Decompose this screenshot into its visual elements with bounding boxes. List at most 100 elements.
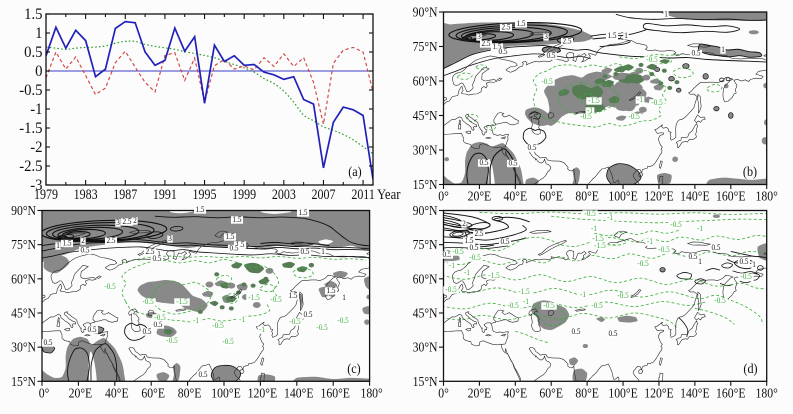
svg-text:3: 3: [168, 234, 172, 243]
svg-text:-1: -1: [607, 213, 613, 222]
svg-text:1.5: 1.5: [607, 31, 616, 40]
svg-text:1.5: 1.5: [235, 240, 244, 249]
svg-text:-0.5: -0.5: [337, 316, 349, 325]
svg-text:-0.5: -0.5: [658, 245, 670, 254]
svg-text:2.5: 2.5: [501, 22, 510, 31]
svg-text:60°N: 60°N: [413, 270, 439, 286]
svg-text:1.5: 1.5: [326, 286, 335, 295]
svg-text:60°N: 60°N: [413, 73, 439, 89]
svg-text:15°N: 15°N: [413, 176, 439, 192]
svg-text:1979: 1979: [34, 186, 58, 203]
svg-text:0.5: 0.5: [198, 370, 207, 379]
svg-text:30°N: 30°N: [413, 339, 439, 355]
svg-text:1: 1: [624, 31, 628, 40]
svg-text:-1: -1: [449, 261, 455, 270]
svg-text:0.5: 0.5: [229, 243, 238, 252]
svg-text:(d): (d): [743, 361, 757, 376]
svg-text:0.5: 0.5: [527, 143, 536, 152]
svg-text:0.5: 0.5: [500, 237, 509, 246]
svg-text:-1.5: -1.5: [518, 287, 530, 296]
svg-text:0.5: 0.5: [608, 329, 617, 338]
svg-text:-0.5: -0.5: [452, 247, 464, 256]
svg-text:0.5: 0.5: [469, 243, 478, 252]
svg-text:20°E: 20°E: [468, 188, 492, 204]
svg-text:(b): (b): [743, 164, 757, 179]
svg-text:-0.5: -0.5: [222, 337, 234, 346]
svg-text:2007: 2007: [311, 186, 335, 203]
svg-text:1983: 1983: [74, 186, 98, 203]
svg-text:2.5: 2.5: [562, 36, 571, 45]
svg-text:-0.5: -0.5: [646, 55, 658, 64]
svg-text:3: 3: [544, 32, 548, 41]
svg-text:0.5: 0.5: [546, 51, 555, 60]
svg-text:-1: -1: [239, 315, 245, 324]
svg-text:60°N: 60°N: [11, 270, 37, 286]
svg-text:60°E: 60°E: [539, 384, 563, 400]
svg-text:1: 1: [321, 247, 325, 256]
svg-text:15°N: 15°N: [413, 373, 439, 389]
svg-text:90°N: 90°N: [11, 202, 37, 218]
svg-text:0.5: 0.5: [442, 250, 451, 259]
svg-text:1: 1: [721, 45, 725, 54]
svg-text:75°N: 75°N: [413, 38, 439, 54]
svg-text:0.5: 0.5: [24, 43, 43, 61]
svg-text:90°N: 90°N: [413, 202, 439, 218]
svg-text:2: 2: [81, 236, 85, 245]
svg-text:-0.5: -0.5: [166, 336, 178, 345]
svg-text:1: 1: [56, 241, 60, 250]
svg-text:-0.5: -0.5: [142, 297, 154, 306]
svg-text:1: 1: [664, 9, 668, 18]
svg-text:-0.5: -0.5: [591, 301, 603, 310]
svg-text:1.5: 1.5: [24, 5, 43, 23]
svg-text:1: 1: [342, 293, 346, 302]
svg-text:40°E: 40°E: [105, 384, 129, 400]
svg-text:40°E: 40°E: [504, 384, 528, 400]
svg-text:-0.5: -0.5: [714, 296, 726, 305]
svg-text:0°: 0°: [438, 384, 449, 400]
svg-text:-0.5: -0.5: [19, 81, 43, 99]
svg-text:-0.5: -0.5: [740, 272, 752, 281]
svg-text:1991: 1991: [153, 186, 177, 203]
svg-text:-1: -1: [523, 297, 529, 306]
svg-text:2: 2: [133, 216, 137, 225]
svg-text:0: 0: [35, 62, 43, 80]
svg-text:140°E: 140°E: [284, 384, 314, 400]
svg-text:2.5: 2.5: [106, 236, 115, 245]
svg-text:0.5: 0.5: [43, 338, 52, 347]
svg-text:80°E: 80°E: [178, 384, 202, 400]
svg-text:-1: -1: [697, 224, 703, 233]
svg-text:2011: 2011: [351, 186, 375, 203]
svg-text:-0.5: -0.5: [154, 313, 166, 322]
svg-text:0.5: 0.5: [303, 310, 312, 319]
svg-text:-2.5: -2.5: [19, 157, 43, 175]
svg-text:3: 3: [116, 218, 120, 227]
svg-text:1: 1: [752, 260, 756, 269]
svg-text:1.5: 1.5: [464, 236, 473, 245]
svg-text:-0.5: -0.5: [670, 220, 682, 229]
svg-text:80°E: 80°E: [575, 384, 599, 400]
svg-text:20°E: 20°E: [468, 384, 492, 400]
svg-text:100°E: 100°E: [608, 384, 638, 400]
svg-text:60°E: 60°E: [539, 188, 563, 204]
svg-text:0.5: 0.5: [691, 48, 700, 57]
svg-text:-1: -1: [580, 290, 586, 299]
svg-text:-1: -1: [259, 325, 265, 334]
svg-text:20°E: 20°E: [69, 384, 93, 400]
svg-text:-2: -2: [30, 138, 42, 156]
svg-text:-0.5: -0.5: [637, 259, 649, 268]
svg-text:1.5: 1.5: [195, 205, 204, 214]
svg-text:1987: 1987: [113, 186, 137, 203]
svg-text:1: 1: [35, 24, 42, 42]
svg-text:45°N: 45°N: [413, 107, 439, 123]
svg-text:2.5: 2.5: [145, 247, 154, 256]
svg-text:1.5: 1.5: [288, 291, 297, 300]
svg-text:-0.5: -0.5: [270, 295, 282, 304]
svg-text:0.5: 0.5: [142, 327, 151, 336]
svg-text:-0.5: -0.5: [543, 301, 555, 310]
svg-text:120°E: 120°E: [644, 384, 674, 400]
svg-text:-0.5: -0.5: [617, 291, 629, 300]
svg-text:40°E: 40°E: [504, 188, 528, 204]
svg-text:15°N: 15°N: [11, 373, 37, 389]
svg-text:-0.5: -0.5: [507, 301, 519, 310]
svg-text:-1: -1: [30, 100, 42, 118]
